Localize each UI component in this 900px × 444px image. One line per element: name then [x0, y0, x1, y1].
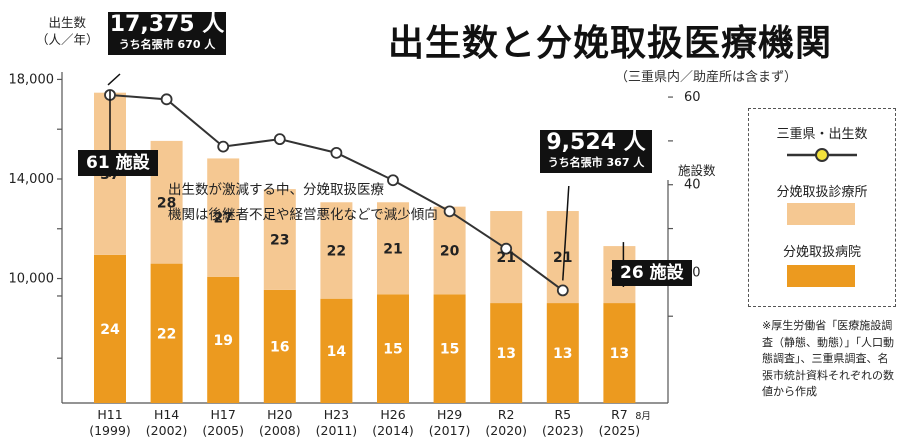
callout-last-sub: うち名張市 367 人	[547, 156, 645, 169]
x-tick-label: H23	[324, 407, 349, 422]
bar-clinic-label: 23	[270, 233, 289, 249]
bar-hospital-label: 14	[327, 344, 347, 360]
birth-line-layer	[104, 89, 569, 297]
birth-point	[273, 133, 286, 146]
x-tick-label: H17	[211, 407, 236, 422]
bar-hospital	[490, 303, 523, 403]
x-tick-label: H11	[97, 407, 122, 422]
bar-hospital	[433, 294, 466, 403]
x-tick-year-label: (1999)	[89, 423, 131, 438]
callout-last-value: 9,524 人	[546, 130, 646, 155]
birth-point	[387, 174, 399, 187]
bar-hospital-label: 22	[157, 326, 176, 342]
legend-clinic-swatch	[787, 203, 855, 225]
x-tick-year-label: (2020)	[485, 423, 527, 438]
callout-last-pointer	[562, 185, 570, 281]
birth-point	[500, 242, 513, 255]
legend-line-label: 三重県・出生数	[776, 127, 868, 142]
bar-clinic-label: 21	[383, 241, 402, 257]
bar-hospital-label: 13	[610, 346, 629, 362]
legend-line-swatch	[787, 148, 857, 162]
legend-hospital-swatch	[787, 265, 855, 287]
bar-clinic-label: 22	[327, 243, 346, 259]
x-tick-year-label: (2023)	[542, 423, 584, 438]
bar-hospital	[546, 303, 579, 403]
bar-hospital	[207, 276, 240, 403]
birth-point	[160, 93, 173, 106]
left-axis-tick-label: 10,000	[9, 272, 55, 287]
x-tick-note: 8月	[635, 411, 651, 422]
bar-hospital	[150, 263, 183, 403]
legend-marker-icon	[815, 148, 829, 162]
bar-hospital	[263, 289, 296, 403]
left-axis-tick-label: 14,000	[9, 172, 55, 187]
callout-last-births: 9,524 人 うち名張市 367 人	[540, 130, 652, 173]
bar-hospital-label: 19	[213, 333, 232, 349]
bar-clinic	[207, 158, 240, 277]
birth-point	[330, 146, 343, 159]
callout-first-sub: うち名張市 670 人	[118, 38, 216, 51]
x-tick-year-label: (2014)	[372, 423, 414, 438]
x-tick-year-label: (2017)	[429, 423, 471, 438]
annotation-line2: 機関は後継者不足や経営悪化などで減少傾向	[168, 207, 438, 223]
left-axis-label: 出生数 （人／年）	[36, 14, 99, 48]
bar-hospital	[377, 294, 409, 403]
x-tick-label: R2	[498, 407, 515, 422]
right-axis-tick-label: 60	[684, 90, 701, 105]
bar-clinic-label: 21	[553, 250, 572, 266]
birth-point	[556, 284, 569, 297]
bar-hospital-label: 13	[496, 346, 515, 362]
bar-clinic-label: 27	[213, 211, 232, 227]
badge-last-facilities: 26 施設	[612, 260, 692, 286]
chart-title: 出生数と分娩取扱医療機関	[388, 23, 833, 64]
x-tick-label: H14	[154, 407, 179, 422]
x-tick-year-label: (2005)	[202, 423, 244, 438]
x-tick-label: H29	[437, 407, 462, 422]
left-axis-tick-label: 18,000	[9, 72, 55, 87]
legend: 三重県・出生数 分娩取扱診療所 分娩取扱病院	[748, 108, 896, 307]
x-tick-year-label: (2025)	[599, 423, 641, 438]
x-tick-year-label: (2011)	[316, 423, 358, 438]
legend-clinic-label: 分娩取扱診療所	[776, 185, 868, 200]
bar-hospital-label: 16	[270, 339, 289, 355]
x-tick-label: H20	[267, 407, 292, 422]
birth-point	[217, 140, 230, 153]
bar-clinic	[433, 206, 466, 295]
callout-first-pointer	[107, 73, 121, 86]
left-axis-label-line2: （人／年）	[36, 32, 99, 47]
axes-layer: 10,000 14,000 18,000 20 40 60	[9, 72, 701, 404]
x-tick-label: H26	[380, 407, 405, 422]
x-tick-label: R5	[554, 407, 571, 422]
bar-clinic-label: 28	[157, 195, 176, 211]
legend-hospital-label: 分娩取扱病院	[782, 245, 861, 260]
x-tick-year-label: (2008)	[259, 423, 301, 438]
left-axis-label-line1: 出生数	[48, 15, 87, 30]
bar-hospital	[603, 303, 636, 403]
bar-hospital-label: 24	[100, 322, 120, 338]
bar-hospital-label: 15	[383, 342, 402, 358]
bar-clinic-label: 21	[496, 250, 515, 266]
callout-first-value: 17,375 人	[109, 12, 225, 37]
badge-first-facilities: 61 施設	[78, 150, 158, 176]
bar-hospital-label: 15	[440, 342, 459, 358]
source-note: ※厚生労働省「医療施設調査（静態、動態）」「人口動態調査」、三重県調査、名張市統…	[762, 319, 894, 398]
bar-clinic	[377, 202, 409, 295]
bar-hospital-label: 13	[553, 346, 572, 362]
right-axis-tick-label: 40	[684, 178, 701, 193]
birth-point	[443, 205, 456, 218]
chart-subtitle: （三重県内／助産所は含まず）	[615, 70, 798, 85]
chart-annotation: 出生数が激減する中、分娩取扱医療 機関は後継者不足や経営悪化などで減少傾向	[168, 178, 438, 228]
annotation-line1: 出生数が激減する中、分娩取扱医療	[168, 182, 384, 198]
labels-layer: 2437H11(1999)2228H14(2002)1927H17(2005)1…	[89, 73, 651, 438]
callout-first-births: 17,375 人 うち名張市 670 人	[108, 12, 226, 55]
x-tick-label: R7	[611, 407, 628, 422]
bar-clinic	[320, 202, 353, 299]
bar-hospital	[320, 298, 353, 403]
right-axis-label: 施設数	[678, 163, 716, 178]
bar-clinic	[263, 189, 296, 290]
x-tick-year-label: (2002)	[146, 423, 188, 438]
bar-hospital	[94, 254, 126, 403]
bar-clinic-label: 20	[440, 243, 460, 259]
